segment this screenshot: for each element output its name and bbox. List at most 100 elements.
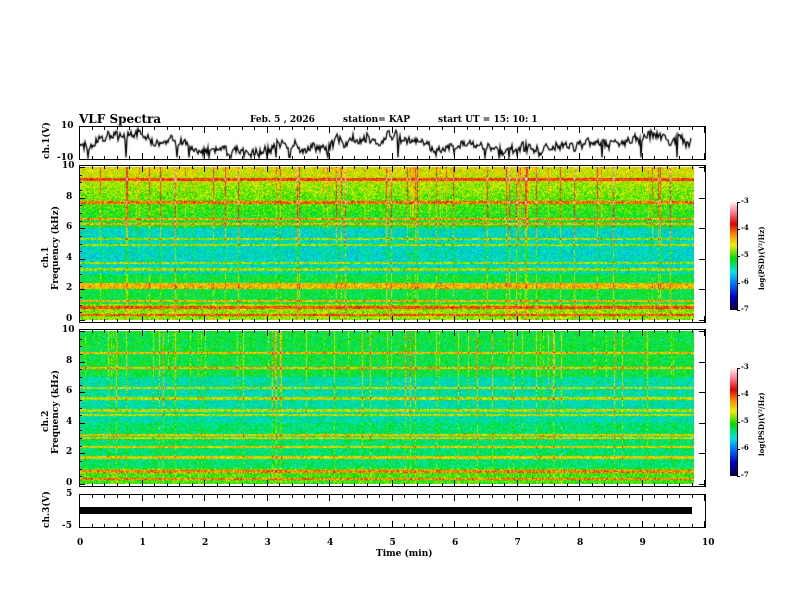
x-tick-mark <box>604 319 605 323</box>
x-tick-mark <box>554 319 555 323</box>
x-tick-mark <box>429 156 430 160</box>
x-tick-mark <box>229 165 230 169</box>
x-tick-mark <box>691 156 693 160</box>
ch3-waveform-panel <box>79 494 706 528</box>
x-tick-mark <box>554 329 555 333</box>
x-tick-mark <box>191 126 193 130</box>
x-tick-mark <box>241 483 243 487</box>
x-tick-mark <box>654 165 655 169</box>
x-tick-mark <box>504 524 505 528</box>
y-minor-tick <box>79 312 82 314</box>
spectrogram-ytick-label: 10 <box>62 161 75 171</box>
x-tick-mark <box>341 126 343 130</box>
x-tick-mark <box>316 126 318 130</box>
x-tick-mark <box>104 165 105 169</box>
x-tick-mark <box>616 494 618 498</box>
y-minor-tick <box>79 331 82 332</box>
x-tick-mark <box>479 156 480 160</box>
x-tick-mark <box>191 494 193 498</box>
x-tick-mark <box>154 524 155 528</box>
x-tick-mark <box>441 126 443 130</box>
x-tick-mark <box>704 153 705 160</box>
x-tick-mark <box>379 126 380 130</box>
x-tick-mark <box>341 524 343 528</box>
x-tick-mark <box>404 126 405 130</box>
x-tick-mark <box>654 329 655 333</box>
x-tick-mark <box>641 153 643 160</box>
x-tick-mark <box>591 524 593 528</box>
x-tick-mark <box>629 165 630 169</box>
x-tick-label: 4 <box>327 538 334 548</box>
x-tick-mark <box>216 126 218 130</box>
x-tick-mark <box>691 126 693 130</box>
x-tick-mark <box>679 329 680 333</box>
x-tick-mark <box>516 316 518 323</box>
x-tick-mark <box>204 480 205 487</box>
figure-title: VLF Spectra <box>79 112 162 126</box>
x-tick-mark <box>204 494 205 501</box>
x-tick-mark <box>79 316 80 323</box>
x-tick-mark <box>629 156 630 160</box>
x-tick-mark <box>366 156 368 160</box>
x-tick-mark <box>166 126 168 130</box>
x-tick-mark <box>616 319 618 323</box>
x-tick-mark <box>116 524 118 528</box>
x-tick-mark <box>91 156 93 160</box>
x-tick-mark <box>404 165 405 169</box>
y-tick-mark <box>79 392 85 394</box>
x-tick-mark <box>154 165 155 169</box>
y-minor-tick <box>79 346 82 348</box>
y-minor-tick <box>79 235 82 237</box>
x-tick-mark <box>529 165 530 169</box>
x-tick-mark <box>429 524 430 528</box>
x-tick-mark <box>629 329 630 333</box>
x-tick-mark <box>666 524 668 528</box>
x-tick-mark <box>216 494 218 498</box>
x-tick-mark <box>366 319 368 323</box>
x-tick-mark <box>541 319 543 323</box>
x-tick-mark <box>329 126 330 133</box>
x-tick-mark <box>466 319 468 323</box>
y-minor-tick <box>79 304 82 306</box>
x-tick-mark <box>416 319 418 323</box>
x-tick-mark <box>454 521 455 528</box>
spectrogram-ytick-label: 0 <box>66 314 73 324</box>
x-tick-mark <box>341 156 343 160</box>
x-tick-mark <box>166 165 168 169</box>
x-tick-mark <box>516 521 518 528</box>
x-tick-mark <box>179 156 180 160</box>
y-minor-tick <box>79 384 82 386</box>
x-tick-mark <box>429 483 430 487</box>
x-tick-mark <box>491 483 493 487</box>
x-tick-mark <box>179 165 180 169</box>
x-tick-mark <box>204 165 205 172</box>
x-tick-mark <box>141 494 143 501</box>
x-tick-mark <box>429 319 430 323</box>
x-tick-mark <box>666 494 668 498</box>
x-tick-mark <box>529 156 530 160</box>
x-tick-mark <box>541 329 543 333</box>
x-tick-mark <box>129 165 130 169</box>
x-tick-mark <box>291 494 293 498</box>
x-tick-mark <box>454 316 455 323</box>
y-tick-mark <box>79 228 85 230</box>
x-tick-mark <box>266 329 268 336</box>
ch2-colorbar-label: log(PSD)(V²/Hz) <box>757 392 766 456</box>
y-minor-tick <box>79 220 82 222</box>
x-tick-mark <box>229 494 230 498</box>
x-tick-mark <box>516 480 518 487</box>
y-minor-tick <box>79 369 82 371</box>
x-tick-mark <box>179 483 180 487</box>
x-tick-mark <box>516 329 518 336</box>
colorbar-tick-label: -6 <box>741 443 749 452</box>
x-tick-mark <box>579 329 580 336</box>
x-tick-mark <box>491 156 493 160</box>
x-tick-mark <box>479 494 480 498</box>
x-tick-mark <box>354 329 355 333</box>
x-tick-mark <box>504 494 505 498</box>
ch1-ytick-top: 10 <box>61 121 74 131</box>
y-minor-tick <box>79 407 82 409</box>
x-tick-mark <box>604 524 605 528</box>
colorbar-tick-mark <box>737 256 740 257</box>
x-tick-mark <box>704 165 705 172</box>
